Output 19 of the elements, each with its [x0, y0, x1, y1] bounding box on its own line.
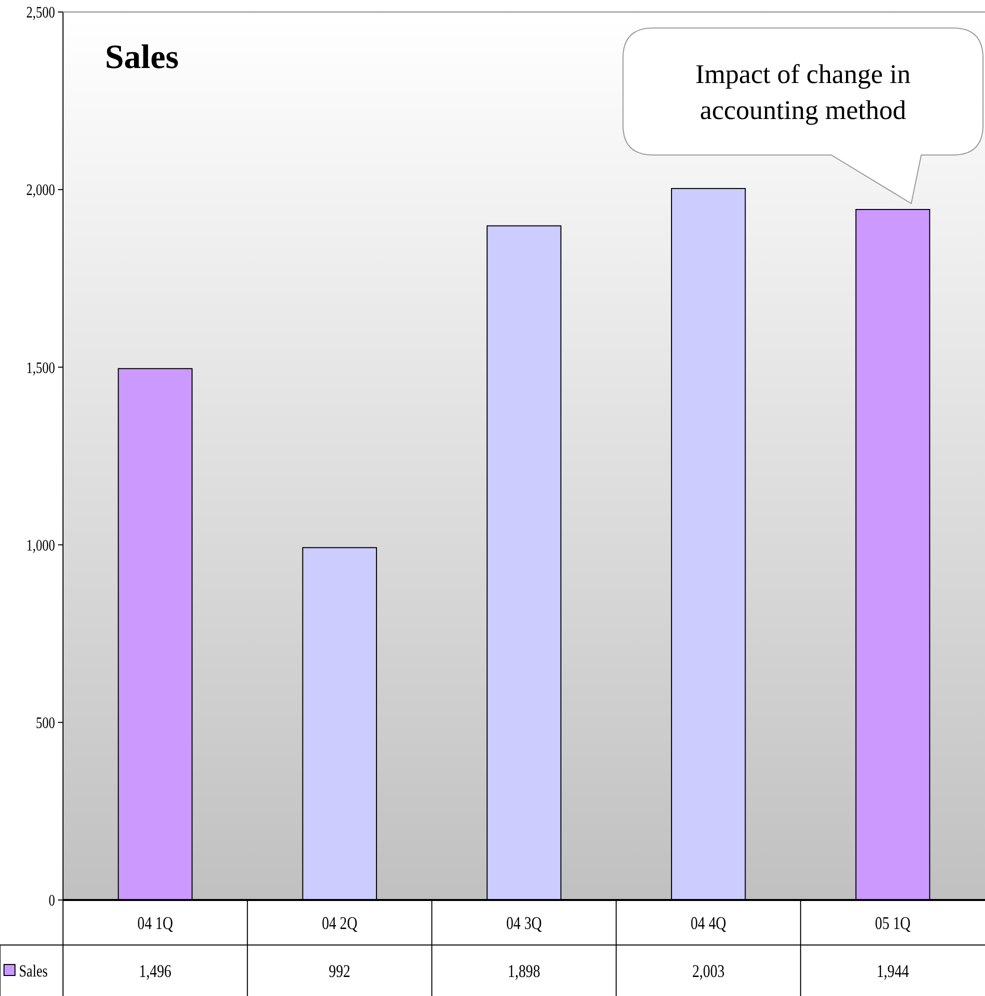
y-tick-label: 1,000 [26, 537, 55, 555]
data-label: 1,496 [139, 960, 172, 982]
y-tick-label: 2,000 [26, 182, 55, 200]
data-label: 992 [328, 960, 350, 982]
x-tick-label: 04 4Q [690, 912, 726, 934]
x-tick-label: 05 1Q [875, 912, 911, 934]
y-tick-label: 500 [36, 714, 55, 732]
x-tick-label: 04 2Q [322, 912, 358, 934]
x-tick-label: 04 3Q [506, 912, 542, 934]
y-tick-label: 0 [48, 892, 55, 910]
x-tick-label: 04 1Q [137, 912, 174, 934]
data-label: 2,003 [692, 960, 725, 982]
text: Sales [105, 39, 179, 76]
data-label: 1,898 [508, 960, 540, 982]
data-label: 1,944 [876, 960, 909, 982]
y-tick-label: 2,500 [26, 4, 55, 22]
legend-label: Sales [19, 962, 48, 981]
annotation: Impact of change in accounting method [695, 58, 912, 125]
y-tick-label: 1,500 [26, 360, 55, 378]
